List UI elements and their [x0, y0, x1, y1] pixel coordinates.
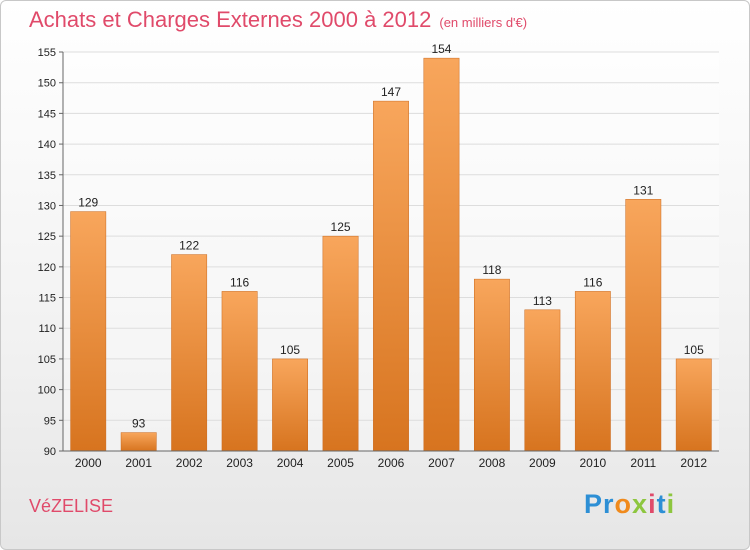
logo-letter: r [603, 489, 615, 519]
logo-letter: i [666, 489, 676, 519]
bar-2009 [524, 309, 561, 452]
x-tick-label: 2007 [428, 456, 455, 470]
x-tick-label: 2001 [125, 456, 152, 470]
y-tick-label: 110 [38, 323, 56, 335]
chart-subtitle: (en milliers d'€) [439, 15, 528, 30]
bar-value-label: 113 [533, 294, 552, 308]
bar-value-label: 116 [583, 275, 602, 289]
y-tick-label: 90 [44, 446, 56, 458]
x-tick-label: 2002 [176, 456, 203, 470]
logo-letter: o [614, 489, 633, 519]
bar-2002 [171, 254, 208, 452]
commune-name: VéZELISE [29, 496, 114, 516]
bar-value-label: 125 [331, 220, 351, 234]
y-tick-label: 150 [38, 78, 56, 90]
bar-value-label: 129 [78, 196, 98, 210]
bar-value-label: 116 [230, 275, 249, 289]
bar-value-label: 154 [431, 42, 451, 56]
y-tick-label: 155 [38, 47, 56, 59]
bar-value-label: 93 [132, 417, 146, 431]
logo-letter: P [584, 489, 604, 519]
bar-2001 [120, 432, 157, 452]
x-tick-label: 2003 [226, 456, 253, 470]
x-tick-label: 2010 [579, 456, 606, 470]
bar-value-label: 131 [633, 183, 653, 197]
x-tick-label: 2011 [630, 456, 656, 470]
proxiti-logo: Proxiti [584, 489, 675, 520]
x-tick-label: 2004 [277, 456, 304, 470]
bar-2000 [70, 211, 107, 452]
logo-letter: x [632, 489, 649, 519]
y-tick-label: 120 [38, 262, 56, 274]
y-tick-label: 130 [38, 200, 56, 212]
bar-2011 [625, 199, 662, 452]
bar-value-label: 122 [179, 239, 199, 253]
bar-2004 [272, 358, 308, 452]
bar-2003 [221, 291, 258, 452]
x-tick-label: 2012 [680, 456, 707, 470]
y-tick-label: 100 [38, 385, 56, 397]
x-tick-label: 2005 [327, 456, 354, 470]
bar-value-label: 105 [684, 343, 704, 357]
y-tick-label: 95 [44, 415, 56, 427]
logo-letter: t [656, 489, 667, 519]
y-tick-label: 145 [38, 108, 56, 120]
logo-letter: i [648, 489, 657, 519]
bar-value-label: 147 [381, 85, 401, 99]
bar-value-label: 105 [280, 343, 300, 357]
bar-2005 [322, 235, 359, 452]
chart-title: Achats et Charges Externes 2000 à 2012 (e… [29, 7, 527, 33]
bar-2010 [574, 291, 611, 452]
bar-value-label: 118 [482, 263, 501, 277]
x-tick-label: 2006 [378, 456, 405, 470]
x-tick-label: 2000 [75, 456, 102, 470]
bar-2007 [423, 57, 460, 452]
title-text: Achats et Charges Externes 2000 à 2012 [29, 7, 432, 32]
bar-2006 [373, 100, 409, 452]
x-tick-label: 2008 [479, 456, 506, 470]
y-tick-label: 135 [38, 170, 56, 182]
y-tick-label: 140 [38, 139, 56, 151]
bar-2012 [675, 358, 712, 452]
x-tick-label: 2009 [529, 456, 556, 470]
y-tick-label: 115 [38, 293, 56, 305]
y-tick-label: 105 [38, 354, 56, 366]
bar-2008 [474, 278, 510, 452]
y-tick-label: 125 [38, 231, 56, 243]
